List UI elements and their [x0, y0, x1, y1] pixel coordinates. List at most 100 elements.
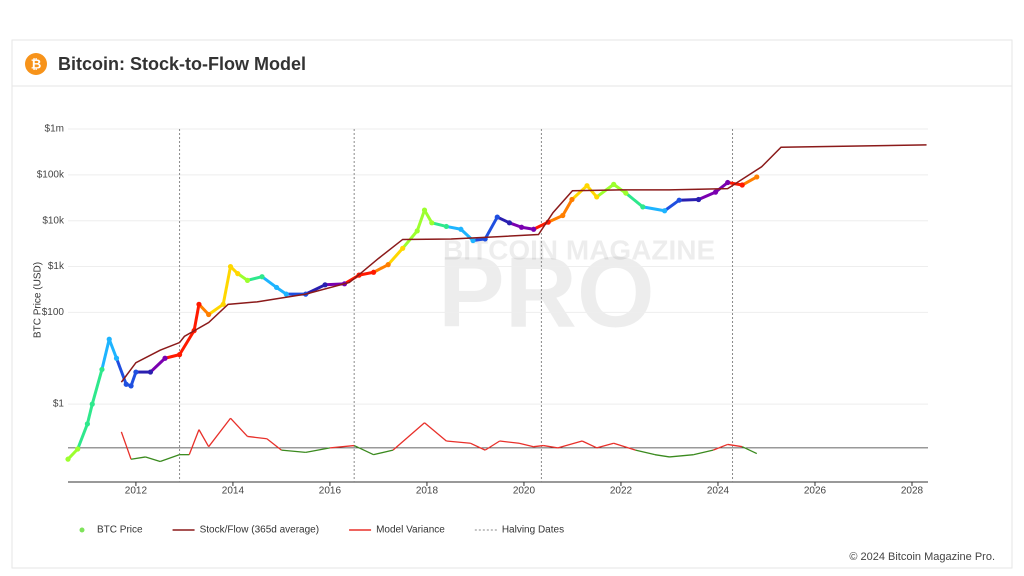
price-point [623, 190, 629, 196]
price-point [400, 245, 406, 251]
price-connector [372, 263, 389, 274]
page-title: Bitcoin: Stock-to-Flow Model [58, 54, 306, 74]
price-point [162, 355, 168, 361]
price-connector [178, 329, 196, 356]
price-point [385, 262, 391, 268]
price-point [273, 284, 280, 291]
variance-segment [727, 443, 743, 448]
x-tick-label: 2028 [901, 486, 924, 497]
variance-segment [712, 443, 728, 451]
y-tick-label: $10k [42, 215, 65, 226]
price-connector [85, 403, 94, 425]
price-point [227, 263, 234, 270]
price-connector [90, 369, 104, 405]
y-tick-label: $1k [48, 261, 65, 272]
price-point [106, 336, 112, 342]
price-point [695, 196, 702, 203]
price-point [65, 456, 71, 462]
price-point [89, 401, 95, 407]
legend-label: Stock/Flow (365d average) [200, 525, 320, 536]
variance-segment [305, 447, 331, 454]
price-point [235, 271, 241, 277]
variance-segment [533, 444, 544, 448]
price-connector [261, 275, 278, 289]
stock-flow-line [120, 144, 927, 383]
variance-segment [230, 417, 248, 437]
price-connector [207, 303, 225, 316]
price-point [99, 366, 105, 373]
variance-segment [741, 446, 758, 455]
bitcoin-icon [25, 53, 47, 75]
price-point [518, 224, 525, 230]
legend-label: Model Variance [376, 525, 445, 536]
variance-segment [198, 429, 210, 448]
variance-segment [130, 456, 146, 460]
price-point [594, 194, 600, 200]
y-tick-label: $1 [53, 399, 65, 410]
x-tick-label: 2024 [707, 486, 730, 497]
price-point [506, 220, 512, 226]
price-point [206, 311, 212, 318]
variance-segment [581, 440, 597, 449]
variance-segment [266, 438, 282, 451]
variance-segment [120, 431, 132, 460]
x-tick-label: 2020 [513, 486, 536, 497]
y-axis-label: BTC Price (USD) [33, 262, 44, 338]
x-tick-label: 2014 [222, 486, 245, 497]
variance-segment [353, 444, 374, 456]
variance-segment [145, 456, 161, 463]
variance-segment [654, 454, 670, 458]
variance-segment [373, 449, 394, 456]
variance-segment [693, 449, 714, 456]
price-point [429, 220, 435, 226]
variance-segment [596, 442, 614, 449]
watermark: PRO [438, 236, 655, 348]
price-point [196, 301, 202, 307]
y-tick-label: $100 [42, 307, 65, 318]
price-point [640, 204, 646, 210]
price-point [470, 237, 476, 244]
price-point [113, 355, 120, 361]
price-point [712, 189, 719, 195]
variance-segment [484, 440, 501, 451]
price-connector [415, 209, 426, 232]
price-connector [115, 357, 128, 385]
price-connector [387, 247, 404, 266]
price-point [370, 269, 377, 275]
price-point [414, 228, 420, 234]
variance-segment [329, 444, 355, 449]
price-point [584, 183, 590, 189]
bitcoin-icon-symbol: ₿ [31, 56, 42, 71]
legend-marker [79, 527, 85, 533]
price-point [421, 207, 428, 213]
footer-copyright: © 2024 Bitcoin Magazine Pro. [849, 551, 995, 563]
y-tick-label: $1m [45, 124, 64, 135]
x-tick-label: 2016 [319, 486, 342, 497]
variance-segment [247, 435, 267, 440]
variance-segment [543, 444, 559, 449]
variance-segment [613, 442, 636, 451]
price-connector [221, 266, 232, 305]
price-point [133, 369, 139, 375]
y-tick-label: $100k [37, 169, 65, 180]
price-point [531, 226, 537, 232]
legend-label: BTC Price [97, 525, 143, 536]
price-connector [149, 357, 167, 374]
x-tick-label: 2012 [125, 486, 148, 497]
x-tick-label: 2018 [416, 486, 439, 497]
price-point [443, 223, 449, 230]
variance-segment [188, 429, 200, 455]
variance-segment [499, 440, 520, 444]
price-point [147, 369, 154, 375]
price-point [458, 226, 464, 232]
watermark: BITCOIN MAGAZINE [443, 234, 715, 265]
variance-segment [635, 449, 656, 456]
price-point [123, 381, 129, 387]
price-point [569, 196, 575, 203]
price-connector [100, 338, 111, 370]
x-tick-label: 2022 [610, 486, 633, 497]
price-point [676, 197, 682, 203]
variance-segment [669, 454, 694, 458]
